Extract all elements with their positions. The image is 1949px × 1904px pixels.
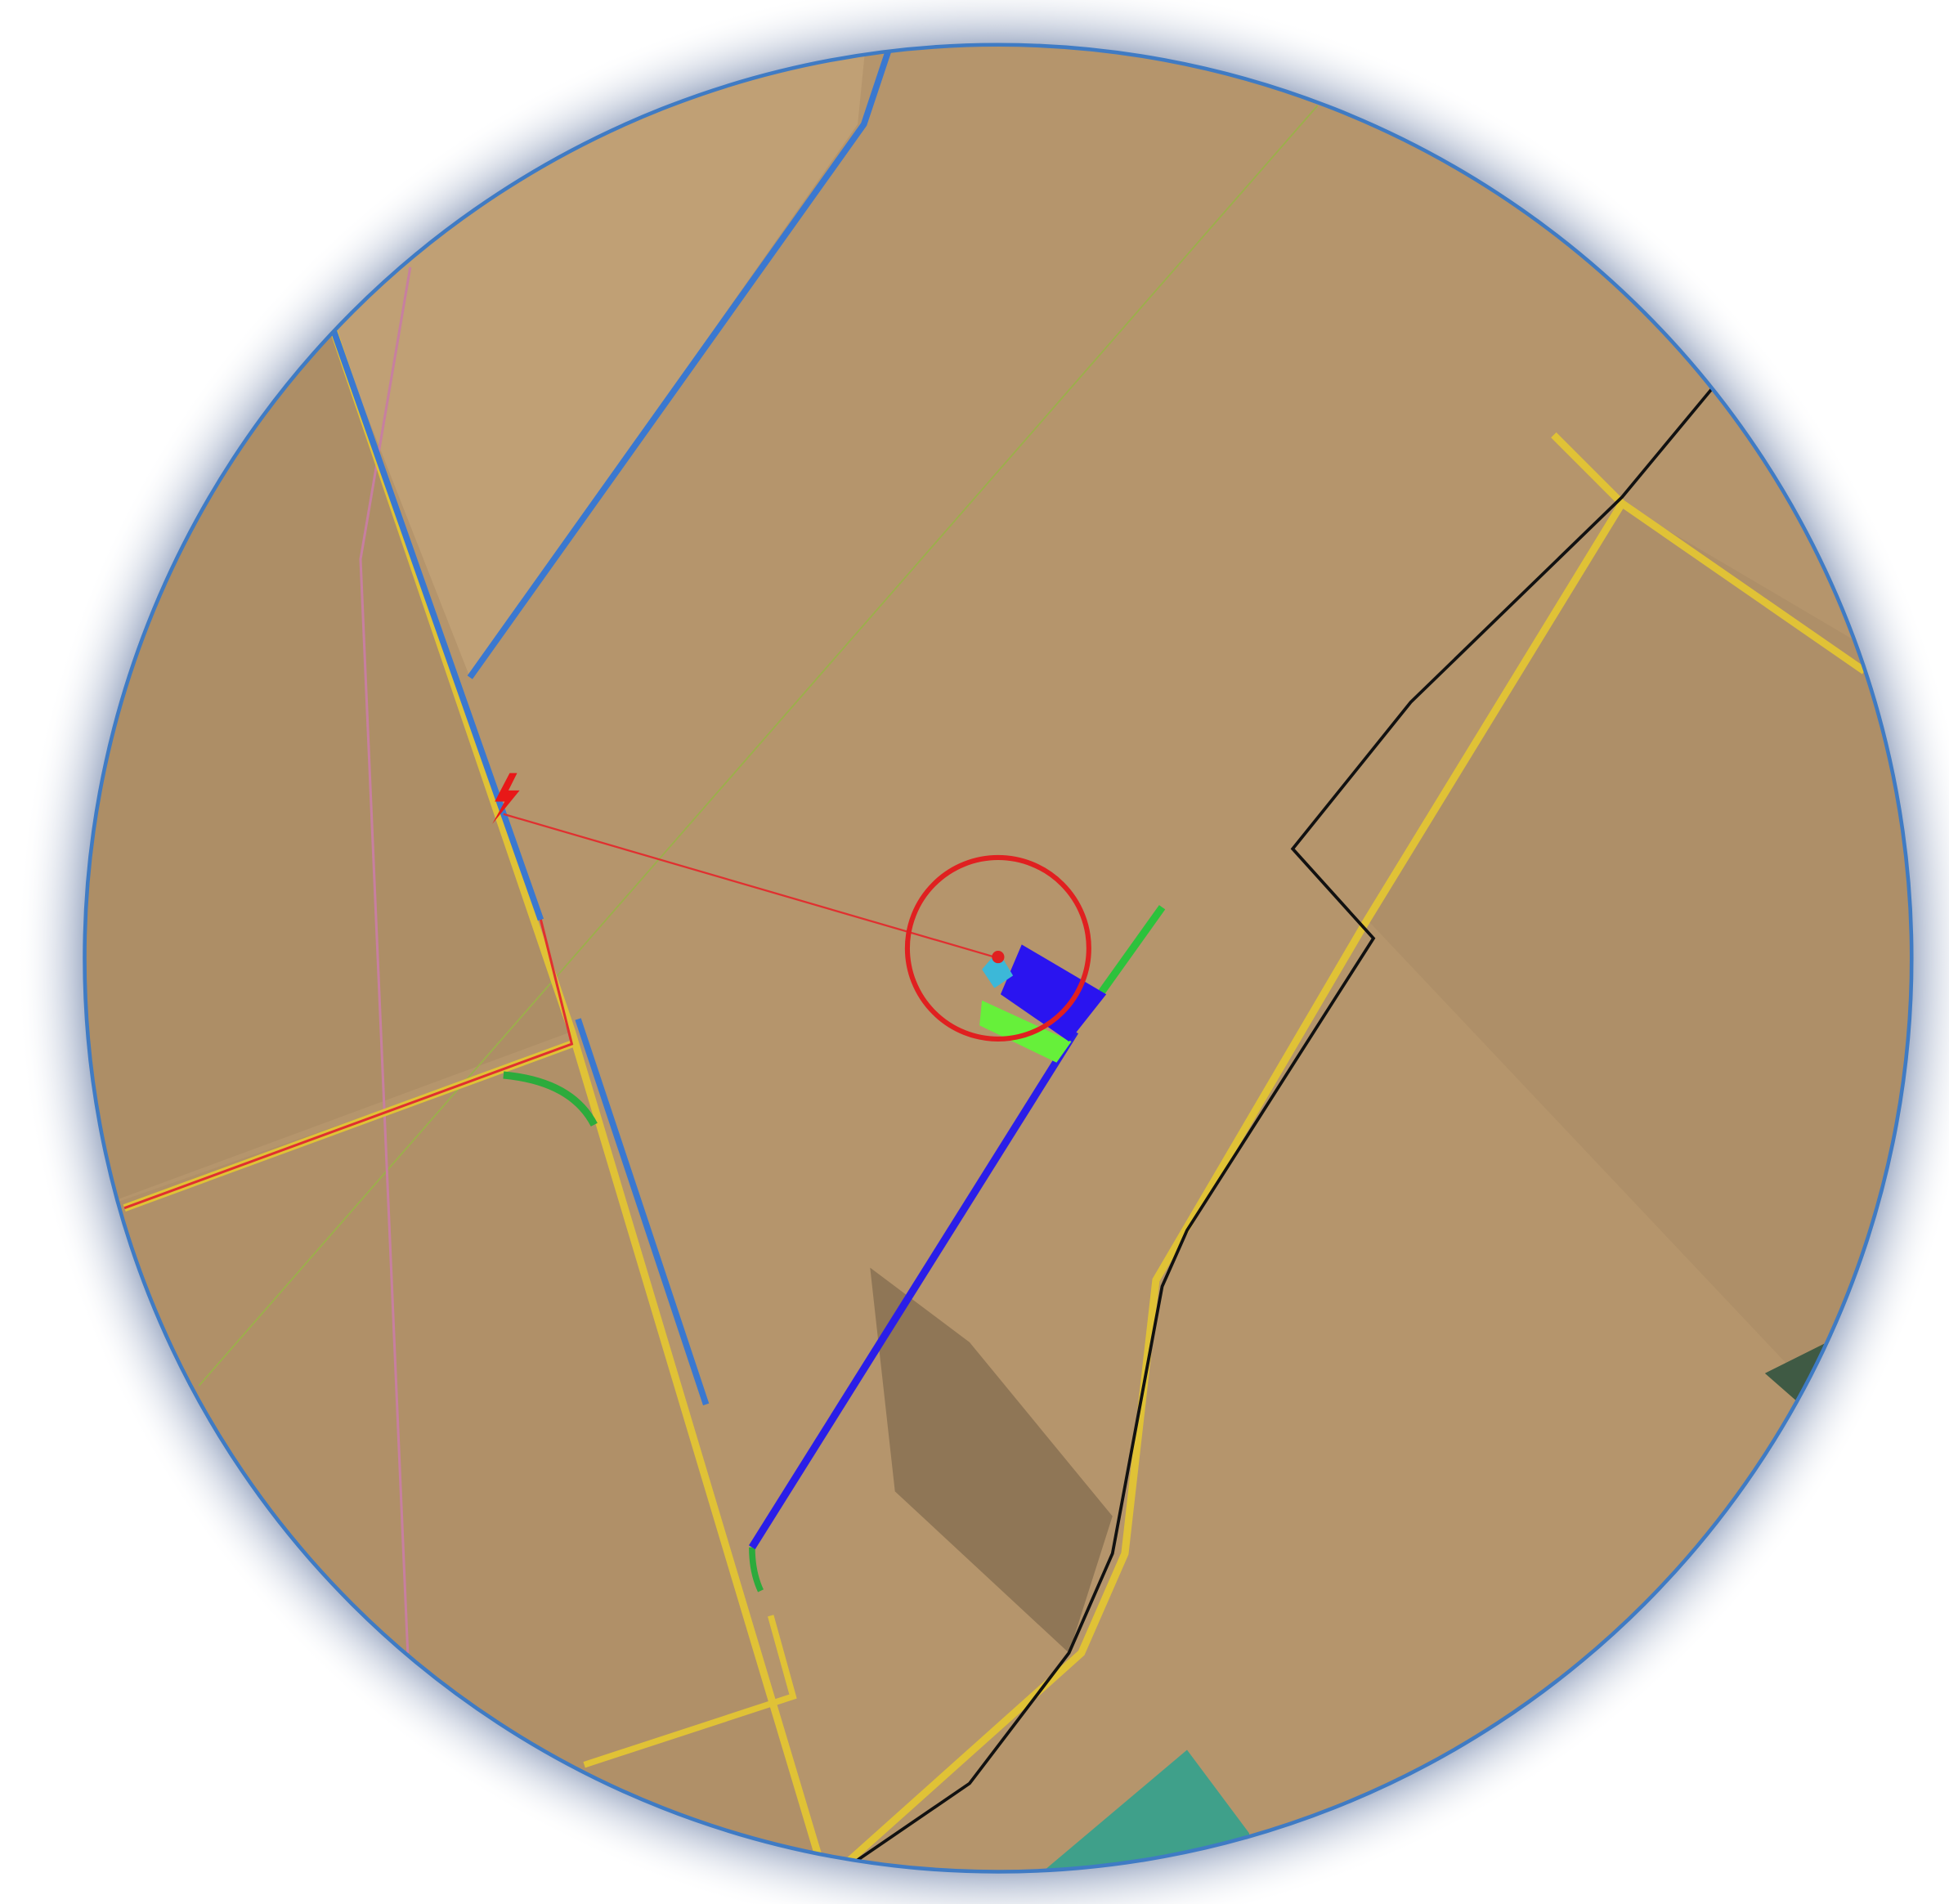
foundation (982, 950, 1014, 988)
field (1367, 503, 1912, 1368)
access-curve (749, 1547, 764, 1593)
parcel-boundary (850, 387, 1714, 1866)
access-road (1096, 905, 1166, 997)
road (583, 1615, 797, 1768)
access-curve (503, 1071, 598, 1127)
ditch (575, 1018, 710, 1406)
turbine-point (992, 950, 1005, 964)
connection-line (503, 813, 995, 958)
crane-pad (1000, 944, 1107, 1042)
woods (870, 1267, 1113, 1653)
turbine-radius (904, 854, 1091, 1042)
storage-area (979, 1000, 1072, 1063)
substation-icon (492, 773, 520, 824)
ditch (329, 328, 544, 921)
access-road (749, 1029, 1079, 1550)
ditch (467, 48, 892, 679)
power-line (359, 267, 412, 1653)
boundary-line (198, 105, 1319, 1387)
view-border (83, 43, 1914, 1874)
